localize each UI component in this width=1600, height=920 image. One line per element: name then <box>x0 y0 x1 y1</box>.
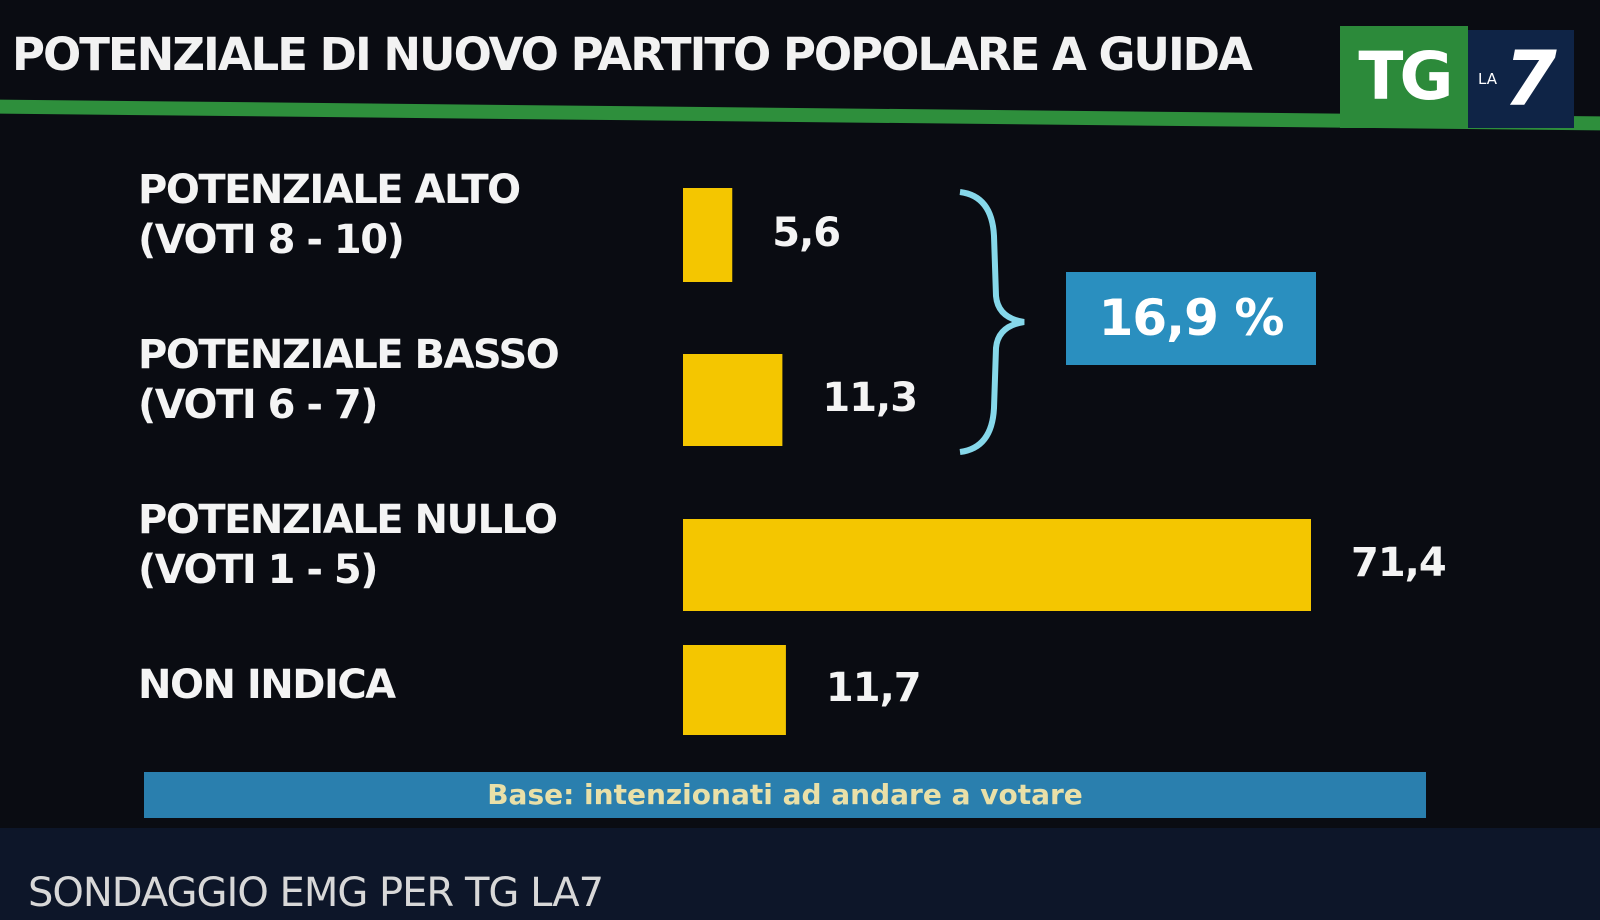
category-label: POTENZIALE ALTO (VOTI 8 - 10) <box>138 167 521 263</box>
chart-title: POTENZIALE DI NUOVO PARTITO POPOLARE A G… <box>12 28 1253 81</box>
bar <box>683 188 733 282</box>
logo-text: LA <box>1478 70 1497 88</box>
bar <box>683 519 1311 611</box>
note: Base: intenzionati ad andare a votare <box>144 772 1426 818</box>
logo-text: 7 <box>1504 34 1557 123</box>
value-label: 11,3 <box>822 375 917 421</box>
brace <box>959 189 1025 455</box>
bar <box>683 354 783 446</box>
logo: LA 7 <box>1468 30 1574 128</box>
value-label: 11,7 <box>826 665 921 711</box>
footer-strip <box>0 828 1600 920</box>
value-label: 71,4 <box>1351 540 1446 586</box>
bar <box>683 645 786 735</box>
value-label: 5,6 <box>772 210 840 256</box>
category-label: POTENZIALE BASSO (VOTI 6 - 7) <box>138 332 560 428</box>
annotation: 16,9 % <box>1066 272 1316 365</box>
category-label: NON INDICA <box>138 662 396 708</box>
category-label: POTENZIALE NULLO (VOTI 1 - 5) <box>138 497 558 593</box>
source: SONDAGGIO EMG PER TG LA7 <box>28 870 604 916</box>
logo: TG <box>1340 26 1468 128</box>
